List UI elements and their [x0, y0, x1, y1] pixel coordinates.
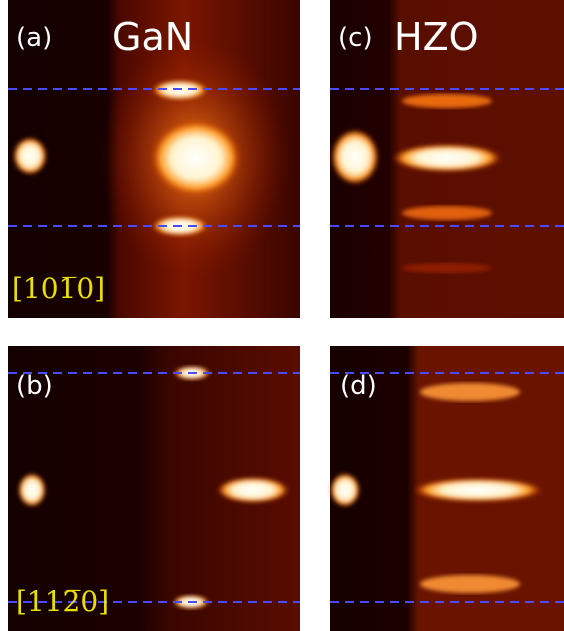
panel-label: (a): [16, 23, 52, 53]
panel-label: (b): [16, 371, 53, 401]
panel-title: HZO: [394, 15, 479, 59]
direction: [101̅0]: [12, 272, 105, 305]
direction: [112̅0]: [16, 585, 109, 618]
panel-label: (c): [338, 23, 373, 53]
panel-title: GaN: [112, 15, 193, 59]
panel-label: (d): [340, 371, 377, 401]
